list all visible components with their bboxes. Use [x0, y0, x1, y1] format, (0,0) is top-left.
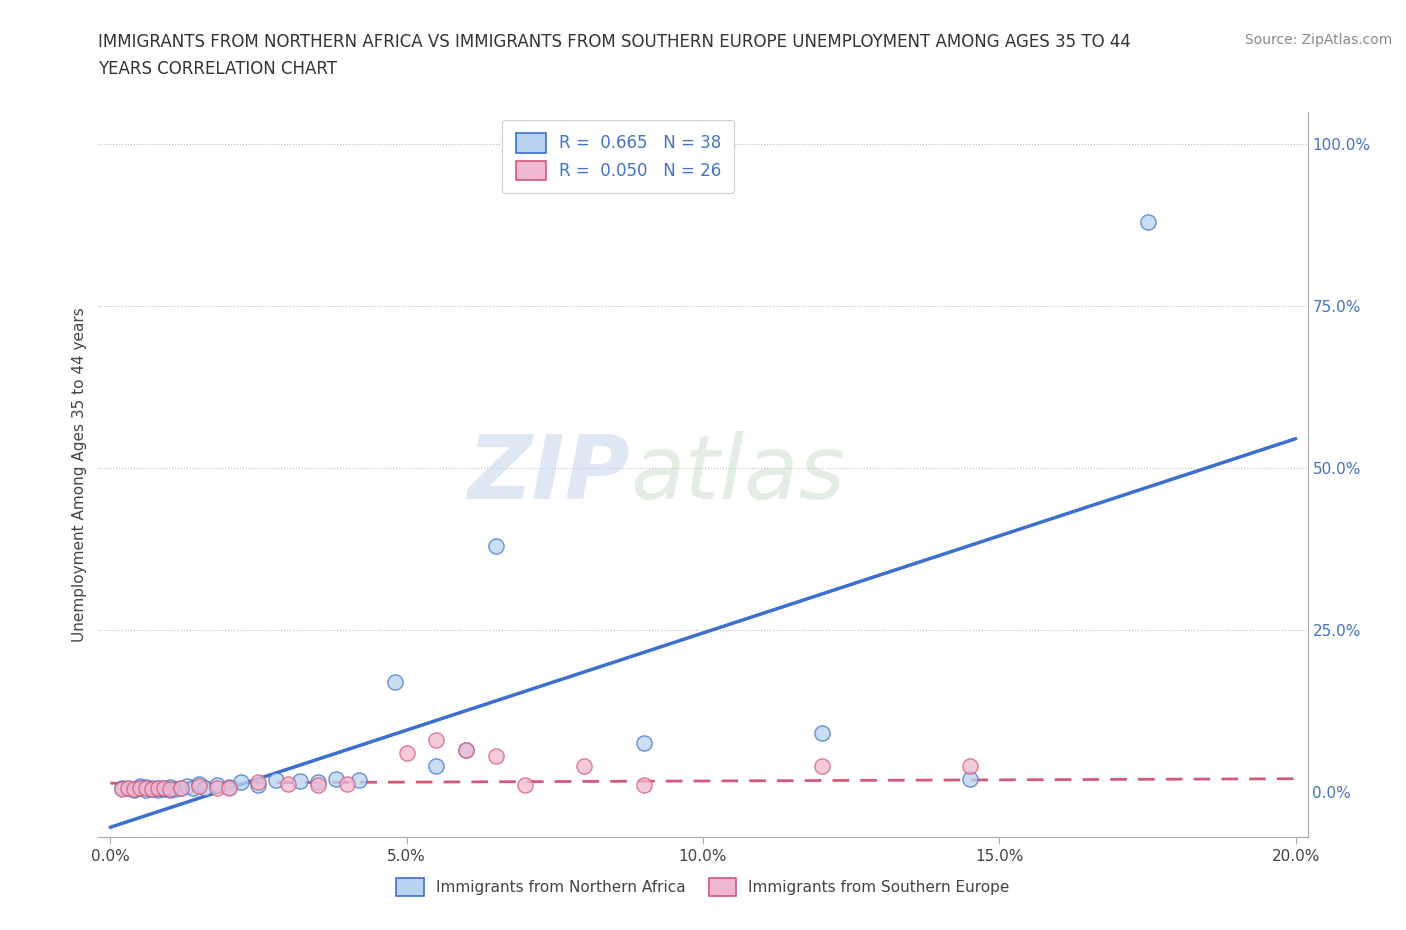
Y-axis label: Unemployment Among Ages 35 to 44 years: Unemployment Among Ages 35 to 44 years: [72, 307, 87, 642]
Point: [188, 777, 211, 791]
Legend: Immigrants from Northern Africa, Immigrants from Southern Europe: Immigrants from Northern Africa, Immigra…: [391, 872, 1015, 902]
Point: [181, 780, 204, 795]
Point: [152, 781, 174, 796]
Point: [229, 775, 252, 790]
Point: [117, 781, 139, 796]
Point: [515, 777, 537, 792]
Point: [205, 777, 228, 792]
Text: IMMIGRANTS FROM NORTHERN AFRICA VS IMMIGRANTS FROM SOUTHERN EUROPE UNEMPLOYMENT : IMMIGRANTS FROM NORTHERN AFRICA VS IMMIG…: [98, 33, 1132, 50]
Point: [810, 758, 832, 773]
Point: [159, 779, 181, 794]
Point: [384, 674, 406, 689]
Point: [135, 779, 157, 794]
Point: [111, 781, 134, 796]
Point: [152, 781, 174, 796]
Point: [122, 781, 145, 796]
Text: atlas: atlas: [630, 432, 845, 517]
Point: [170, 780, 193, 795]
Point: [425, 758, 447, 773]
Text: ZIP: ZIP: [468, 431, 630, 518]
Point: [218, 779, 240, 794]
Point: [264, 773, 287, 788]
Point: [1136, 214, 1159, 229]
Text: YEARS CORRELATION CHART: YEARS CORRELATION CHART: [98, 60, 337, 78]
Point: [176, 779, 198, 794]
Point: [111, 781, 134, 796]
Point: [307, 775, 329, 790]
Point: [135, 781, 157, 796]
Point: [307, 777, 329, 792]
Point: [810, 726, 832, 741]
Point: [633, 736, 655, 751]
Point: [141, 781, 163, 796]
Point: [146, 782, 169, 797]
Point: [146, 781, 169, 796]
Point: [959, 758, 981, 773]
Point: [141, 780, 163, 795]
Point: [484, 538, 506, 553]
Point: [141, 781, 163, 796]
Point: [425, 733, 447, 748]
Point: [454, 742, 477, 757]
Point: [194, 781, 217, 796]
Point: [454, 742, 477, 757]
Point: [170, 781, 193, 796]
Point: [325, 771, 347, 786]
Point: [277, 777, 299, 791]
Point: [129, 781, 152, 796]
Point: [122, 782, 145, 797]
Point: [218, 781, 240, 796]
Point: [146, 780, 169, 795]
Point: [288, 774, 311, 789]
Point: [165, 781, 187, 796]
Point: [347, 773, 370, 788]
Point: [159, 782, 181, 797]
Point: [336, 777, 359, 791]
Point: [117, 781, 139, 796]
Point: [135, 782, 157, 797]
Point: [129, 780, 152, 795]
Point: [247, 775, 270, 790]
Point: [188, 779, 211, 794]
Point: [633, 777, 655, 792]
Point: [159, 781, 181, 796]
Point: [247, 777, 270, 792]
Point: [129, 779, 152, 794]
Point: [205, 780, 228, 795]
Point: [395, 745, 418, 760]
Point: [959, 771, 981, 786]
Point: [152, 780, 174, 795]
Point: [484, 749, 506, 764]
Text: Source: ZipAtlas.com: Source: ZipAtlas.com: [1244, 33, 1392, 46]
Point: [574, 758, 596, 773]
